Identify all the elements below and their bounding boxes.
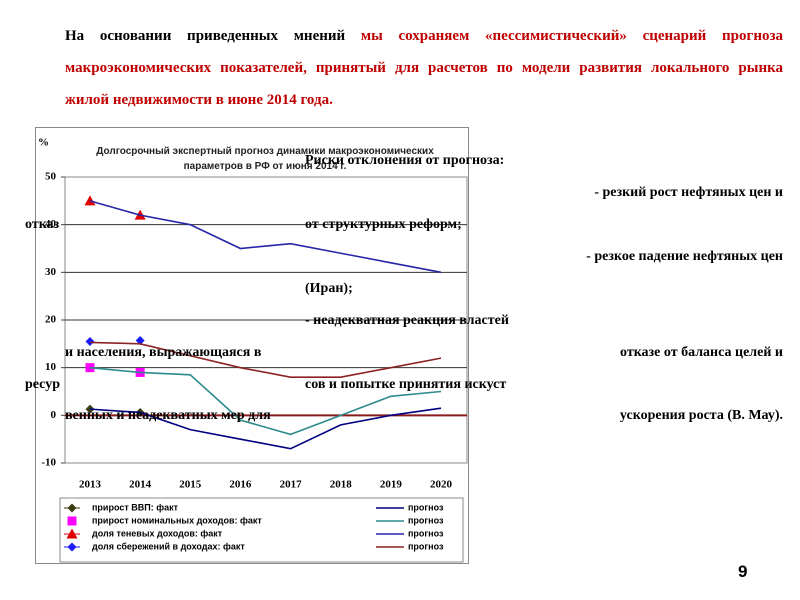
overlay-text: Риски отклонения от прогноза: bbox=[305, 153, 505, 168]
legend-label: прогноз bbox=[408, 528, 444, 538]
overlay-text: (Иран); bbox=[305, 281, 353, 296]
marker bbox=[67, 516, 77, 526]
overlay-text: ускорения роста (В. Мау). bbox=[619, 408, 783, 423]
y-tick-label: -10 bbox=[41, 457, 56, 469]
series-line bbox=[89, 200, 442, 274]
x-tick-label: 2017 bbox=[280, 479, 303, 491]
overlay-text: - резкое падение нефтяных цен bbox=[586, 249, 783, 264]
y-axis-label: % bbox=[38, 137, 49, 149]
y-tick-label: 50 bbox=[45, 171, 57, 183]
chart-frame bbox=[35, 127, 469, 564]
legend-box bbox=[59, 497, 464, 563]
x-tick-label: 2014 bbox=[129, 479, 152, 491]
series-line bbox=[89, 341, 442, 378]
overlay-text: от структурных реформ; bbox=[305, 217, 462, 232]
y-tick-label: 10 bbox=[45, 361, 57, 373]
x-tick-label: 2013 bbox=[79, 479, 102, 491]
series-line bbox=[89, 407, 442, 450]
overlay-text: отказе от баланса целей и bbox=[620, 345, 783, 360]
y-tick-label: 20 bbox=[45, 314, 57, 326]
y-tick-label: 30 bbox=[45, 266, 57, 278]
overlay-text: ресур bbox=[25, 377, 60, 392]
x-tick-label: 2016 bbox=[229, 479, 252, 491]
legend-label: прирост ВВП: факт bbox=[92, 502, 179, 512]
marker bbox=[84, 195, 96, 206]
x-tick-label: 2020 bbox=[430, 479, 453, 491]
overlay-text: - резкий рост нефтяных цен и bbox=[594, 185, 783, 200]
intro-plain: На основании приведенных мнений bbox=[65, 28, 346, 44]
intro-highlight: мы сохраняем «пессимистический» сценарий… bbox=[65, 28, 783, 108]
x-tick-label: 2018 bbox=[330, 479, 353, 491]
series-line bbox=[89, 366, 442, 436]
chart-title: Долгосрочный экспертный прогноз динамики… bbox=[96, 146, 434, 172]
overlay-text: и населения, выражающаяся в bbox=[65, 345, 262, 360]
legend-label: доля теневых доходов: факт bbox=[92, 528, 223, 538]
legend-label: прогноз bbox=[408, 541, 444, 551]
x-tick-label: 2015 bbox=[179, 479, 202, 491]
overlay-text: венных и неадекватных мер для bbox=[65, 408, 271, 423]
legend-label: прирост номинальных доходов: факт bbox=[92, 515, 262, 525]
y-tick-label: 0 bbox=[51, 409, 57, 421]
x-tick-label: 2019 bbox=[380, 479, 403, 491]
page-number: 9 bbox=[738, 562, 748, 581]
y-tick-label: 40 bbox=[45, 218, 57, 230]
legend-label: прогноз bbox=[408, 515, 444, 525]
overlay-text: отказ bbox=[25, 217, 60, 232]
marker bbox=[135, 335, 145, 345]
intro-text: На основании приведенных мнений мы сохра… bbox=[65, 20, 783, 116]
legend-label: доля сбережений в доходах: факт bbox=[92, 541, 245, 551]
legend-label: прогноз bbox=[408, 502, 444, 512]
overlay-text: - неадекватная реакция властей bbox=[305, 313, 509, 328]
marker bbox=[85, 336, 95, 346]
overlay-text: сов и попытке принятия искуст bbox=[305, 377, 507, 392]
